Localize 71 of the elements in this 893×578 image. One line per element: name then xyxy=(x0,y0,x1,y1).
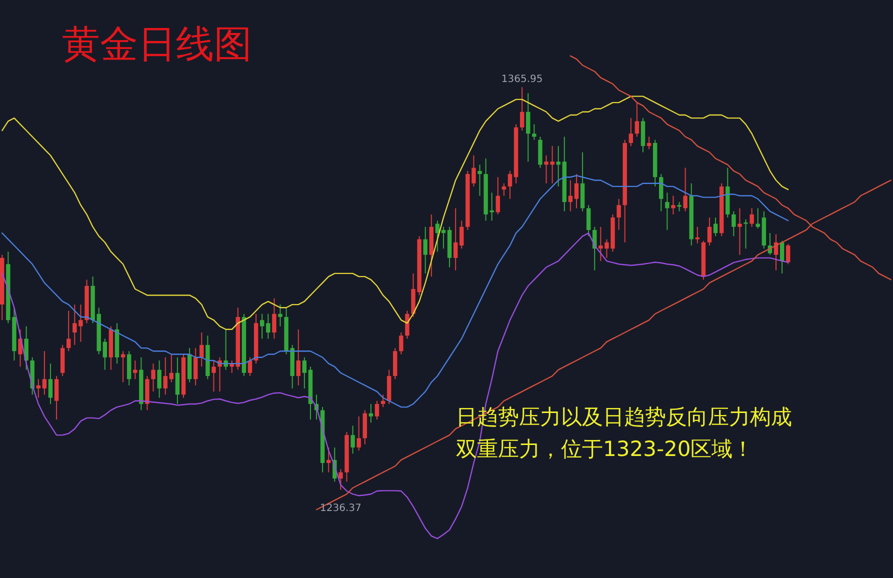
candlestick xyxy=(48,363,53,404)
candlestick xyxy=(405,310,410,340)
candlestick xyxy=(568,180,573,212)
candlestick xyxy=(212,360,216,392)
candlestick xyxy=(356,416,361,452)
candlestick xyxy=(586,204,591,237)
candlestick xyxy=(326,446,331,473)
candlestick xyxy=(556,146,560,187)
candlestick xyxy=(374,400,380,420)
candlestick xyxy=(616,198,621,230)
candlestick xyxy=(453,208,458,271)
candlestick xyxy=(102,338,108,370)
candlestick xyxy=(272,298,276,340)
candlestick xyxy=(496,176,500,215)
candlestick xyxy=(683,167,688,212)
annotation: 1236.37 xyxy=(320,502,362,514)
candlestick xyxy=(628,118,634,147)
candlestick xyxy=(502,182,506,196)
candlestick xyxy=(296,328,300,386)
candlestick xyxy=(441,226,446,250)
candlestick xyxy=(508,170,512,200)
candlestick xyxy=(133,360,138,380)
candlestick xyxy=(526,92,530,162)
candlestick xyxy=(157,360,162,398)
candlestick xyxy=(435,220,440,252)
candlestick xyxy=(423,226,428,274)
candlestick xyxy=(695,226,700,244)
candlestick xyxy=(756,208,760,229)
candlestick xyxy=(36,378,41,398)
candlestick xyxy=(54,376,59,420)
candlestick xyxy=(260,313,264,340)
candlestick xyxy=(380,394,386,408)
candlestick xyxy=(671,195,676,215)
candlestick xyxy=(478,164,482,196)
candlestick xyxy=(665,192,670,230)
candlestick xyxy=(738,208,742,256)
candlestick xyxy=(338,468,343,490)
candlestick xyxy=(66,310,71,352)
candlestick xyxy=(24,326,28,370)
candlestick xyxy=(713,217,718,237)
candlestick xyxy=(707,217,712,246)
candlestick xyxy=(248,356,252,377)
candlestick xyxy=(677,201,682,212)
candlestick xyxy=(399,332,404,355)
candlestick xyxy=(646,136,652,150)
candlestick xyxy=(634,102,640,138)
candlestick xyxy=(732,210,736,237)
candlestick xyxy=(520,86,524,132)
annotation: 双重压力，位于1323-20区域！ xyxy=(456,437,754,461)
candlestick xyxy=(200,332,204,368)
candlestick xyxy=(302,356,307,389)
candlestick xyxy=(532,124,536,140)
candlestick xyxy=(659,174,664,212)
annotation: 1365.95 xyxy=(501,74,543,86)
candlestick xyxy=(460,220,464,250)
candlestick xyxy=(350,425,355,454)
candlestick xyxy=(368,403,374,424)
candlestick xyxy=(266,313,270,340)
candlestick xyxy=(786,243,790,265)
candlestick xyxy=(163,356,168,396)
text: 黄金日线图 xyxy=(62,22,252,66)
candlestick xyxy=(750,208,754,228)
candlestick xyxy=(574,174,579,209)
candlestick xyxy=(193,348,198,386)
candlestick xyxy=(120,350,126,383)
candlestick xyxy=(169,354,174,383)
candlestick xyxy=(151,363,156,392)
candlestick xyxy=(42,350,47,396)
candlestick xyxy=(18,328,22,368)
candlestick xyxy=(278,304,282,327)
candlestick xyxy=(175,356,180,404)
